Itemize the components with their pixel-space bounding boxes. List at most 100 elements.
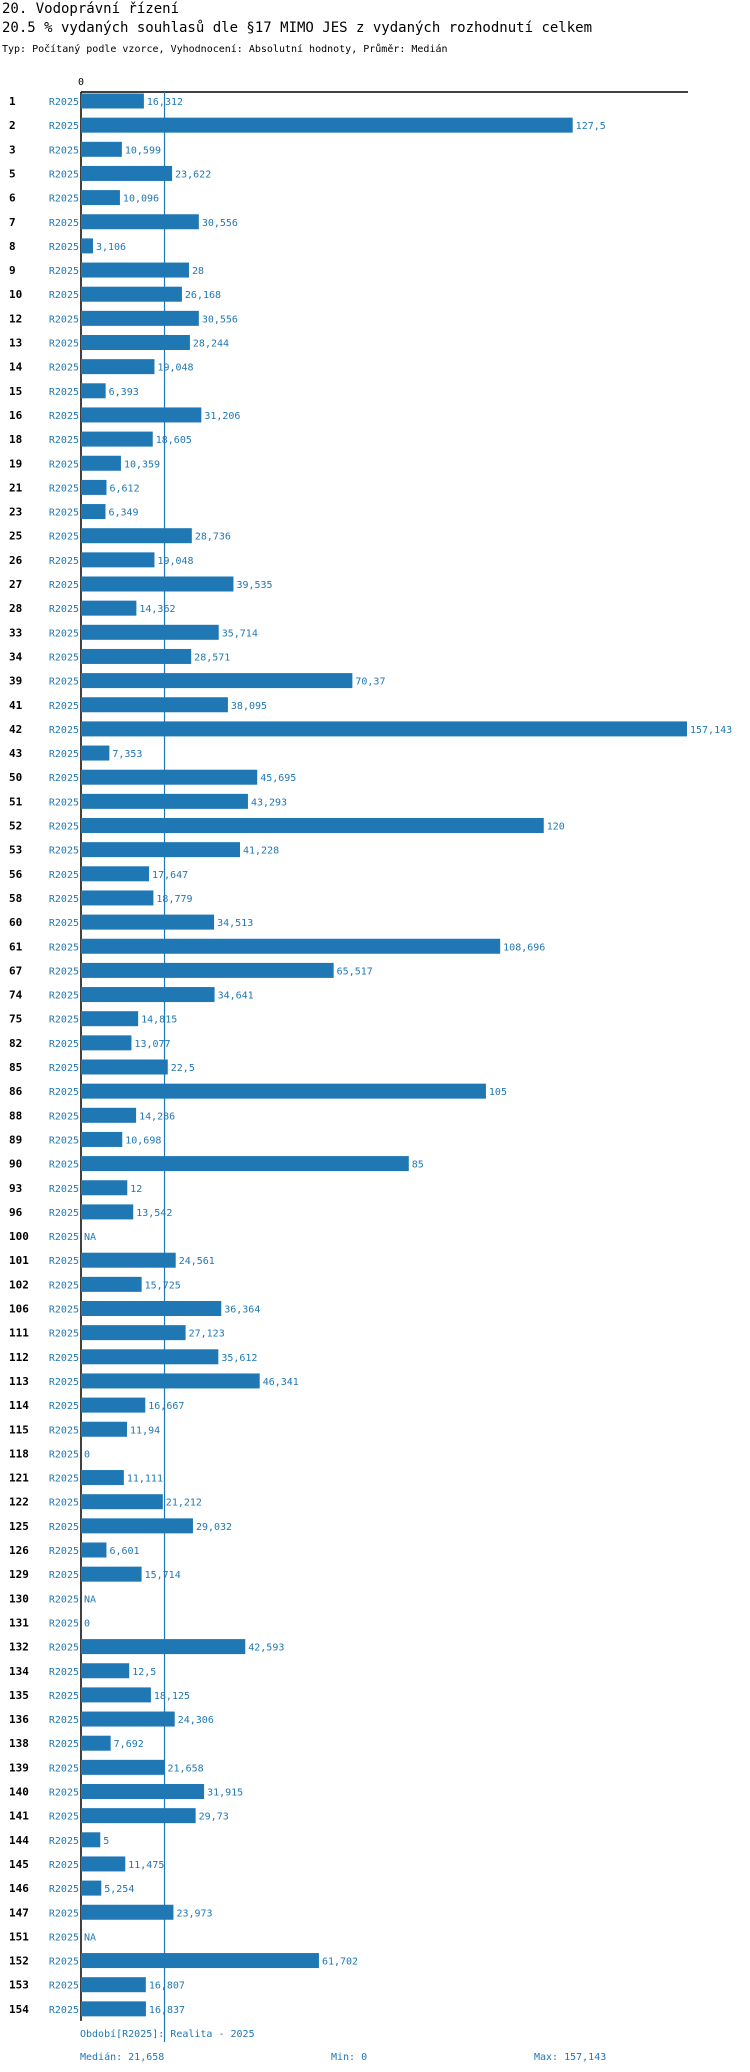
bar-value-label: 70,37: [355, 677, 385, 688]
bar-value-label: NA: [84, 1594, 96, 1605]
series-label: R2025: [49, 1063, 79, 1074]
row-id-label: 106: [9, 1303, 29, 1316]
row-id-label: 27: [9, 578, 22, 591]
bar: [81, 117, 573, 133]
bar: [81, 1687, 151, 1703]
chart-type-line: Typ: Počítaný podle vzorce, Vyhodnocení:…: [2, 44, 448, 55]
bar: [81, 359, 155, 375]
bar-value-label: 17,647: [152, 870, 188, 881]
bar: [81, 310, 199, 326]
series-label: R2025: [49, 508, 79, 519]
bar-value-label: 16,837: [149, 2005, 185, 2016]
bar-value-label: 34,641: [218, 991, 254, 1002]
series-label: R2025: [49, 870, 79, 881]
series-label: R2025: [49, 749, 79, 760]
bar-value-label: 6,393: [109, 387, 139, 398]
series-label: R2025: [49, 290, 79, 301]
row-id-label: 121: [9, 1472, 29, 1485]
row-id-label: 152: [9, 1955, 29, 1968]
bar: [81, 1663, 130, 1679]
series-label: R2025: [49, 604, 79, 615]
bar-value-label: 85: [412, 1160, 424, 1171]
row-id-label: 151: [9, 1930, 29, 1943]
bar: [81, 1977, 146, 1993]
bar: [81, 697, 228, 713]
series-label: R2025: [49, 1039, 79, 1050]
row-id-label: 114: [9, 1399, 29, 1412]
bar-value-label: 29,032: [196, 1522, 232, 1533]
series-label: R2025: [49, 1667, 79, 1678]
bar-value-label: 11,475: [128, 1860, 164, 1871]
bar: [81, 335, 190, 350]
bar-value-label: 22,5: [171, 1063, 195, 1074]
series-label: R2025: [49, 1715, 79, 1726]
bar-value-label: 28,571: [194, 652, 230, 663]
row-id-label: 129: [9, 1568, 29, 1581]
bar-value-label: 42,593: [248, 1643, 284, 1654]
row-id-label: 146: [9, 1882, 29, 1895]
bar: [81, 141, 122, 157]
bar: [81, 1083, 486, 1099]
series-label: R2025: [49, 652, 79, 663]
bar-value-label: 6,612: [109, 483, 139, 494]
bar-value-label: 65,517: [337, 966, 373, 977]
bar: [81, 504, 106, 520]
bar-value-label: 13,542: [136, 1208, 172, 1219]
bar: [81, 1832, 101, 1848]
bar: [81, 1494, 163, 1510]
bar: [81, 1156, 409, 1172]
row-id-label: 10: [9, 288, 22, 301]
row-id-label: 75: [9, 1013, 22, 1026]
footer-max: Max: 157,143: [534, 2052, 607, 2063]
bar-value-label: 14,286: [139, 1111, 175, 1122]
series-label: R2025: [49, 1691, 79, 1702]
series-label: R2025: [49, 314, 79, 325]
bar-value-label: 23,973: [176, 1908, 212, 1919]
series-label: R2025: [49, 966, 79, 977]
row-id-label: 41: [9, 699, 23, 712]
bar: [81, 383, 106, 399]
series-label: R2025: [49, 266, 79, 277]
row-id-label: 93: [9, 1182, 22, 1195]
bar: [81, 407, 202, 423]
series-label: R2025: [49, 1836, 79, 1847]
row-id-label: 102: [9, 1278, 29, 1291]
row-id-label: 132: [9, 1641, 29, 1654]
bar-value-label: 34,513: [217, 918, 253, 929]
bar: [81, 1035, 132, 1051]
row-id-label: 39: [9, 675, 22, 688]
row-id-label: 28: [9, 602, 22, 615]
bar: [81, 1276, 142, 1292]
series-label: R2025: [49, 1111, 79, 1122]
bar: [81, 1107, 137, 1123]
bar: [81, 1180, 128, 1196]
bar: [81, 1204, 134, 1220]
series-label: R2025: [49, 169, 79, 180]
bar-value-label: 28: [192, 266, 204, 277]
bar: [81, 1711, 175, 1727]
series-label: R2025: [49, 556, 79, 567]
bar: [81, 1301, 222, 1316]
series-label: R2025: [49, 145, 79, 156]
row-id-label: 89: [9, 1133, 22, 1146]
bar-value-label: 14,362: [139, 604, 175, 615]
row-id-label: 9: [9, 264, 16, 277]
bar-value-label: 12,5: [132, 1667, 156, 1678]
row-id-label: 131: [9, 1616, 29, 1629]
row-id-label: 52: [9, 820, 22, 833]
bar: [81, 1784, 205, 1799]
footer-min: Min: 0: [331, 2052, 368, 2063]
bar-value-label: NA: [84, 1932, 96, 1943]
series-label: R2025: [49, 1739, 79, 1750]
series-label: R2025: [49, 1594, 79, 1605]
row-id-label: 135: [9, 1689, 29, 1702]
bar: [81, 1759, 165, 1775]
row-id-label: 74: [9, 989, 23, 1002]
bar-value-label: 19,048: [157, 363, 193, 374]
x-axis-tick-label: 0: [78, 77, 84, 88]
bar: [81, 1059, 168, 1075]
series-label: R2025: [49, 387, 79, 398]
series-label: R2025: [49, 1884, 79, 1895]
row-id-label: 15: [9, 385, 22, 398]
